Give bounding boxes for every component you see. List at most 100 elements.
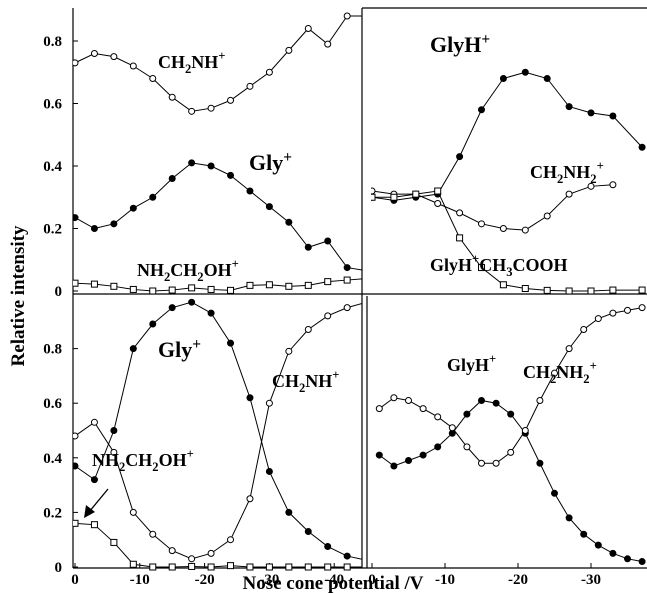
- data-point: [110, 448, 118, 456]
- series-line: [371, 71, 643, 201]
- data-point: [390, 193, 398, 201]
- data-point: [412, 190, 420, 198]
- x-tick-label: -40: [324, 572, 344, 588]
- x-tick-label: -20: [508, 572, 528, 588]
- data-point: [227, 536, 235, 544]
- data-point: [90, 225, 98, 232]
- y-tick-label: 0.8: [43, 34, 62, 50]
- data-point: [343, 552, 351, 560]
- data-point: [73, 462, 79, 470]
- data-point: [324, 543, 332, 551]
- data-point: [521, 427, 529, 434]
- data-point: [324, 237, 332, 245]
- panel-bottom-left: [73, 298, 362, 571]
- data-point: [265, 467, 273, 475]
- data-point: [149, 287, 157, 295]
- data-point: [304, 563, 312, 571]
- data-point: [638, 558, 646, 566]
- data-point: [624, 306, 631, 314]
- data-point: [207, 162, 215, 170]
- data-point: [565, 514, 573, 522]
- x-tick-label: 0: [368, 572, 376, 588]
- data-point: [168, 304, 176, 312]
- data-point: [73, 519, 79, 527]
- data-point: [188, 298, 196, 306]
- data-point: [110, 282, 118, 290]
- data-point: [434, 443, 442, 451]
- series-line: [74, 302, 362, 560]
- data-point: [521, 226, 529, 234]
- series-label: GlyH+: [447, 352, 496, 375]
- y-axis-title: Relative intensity: [8, 225, 29, 366]
- x-tick-label: -30: [259, 572, 279, 588]
- data-point: [343, 304, 351, 312]
- data-point: [129, 62, 137, 70]
- data-point: [390, 462, 398, 470]
- data-point: [536, 396, 544, 404]
- series-label: CH2NH+: [158, 49, 225, 76]
- panel-top-right: [371, 68, 646, 295]
- data-point: [168, 547, 176, 555]
- series-label: NH2CH2OH+: [137, 257, 239, 284]
- series-label: GlyH+: [430, 31, 490, 57]
- series-label: CH2NH2+: [523, 359, 597, 386]
- data-point: [207, 285, 215, 293]
- data-point: [188, 107, 196, 115]
- data-point: [405, 457, 412, 465]
- data-point: [207, 309, 215, 317]
- data-point: [609, 181, 617, 189]
- data-point: [73, 59, 79, 67]
- series-line: [379, 399, 643, 563]
- data-point: [390, 394, 398, 402]
- data-point: [129, 508, 137, 516]
- y-tick-label: 0.2: [43, 222, 62, 238]
- data-point: [285, 282, 293, 290]
- data-point: [207, 563, 215, 571]
- data-point: [227, 286, 235, 294]
- data-point: [507, 448, 515, 456]
- data-point: [110, 427, 118, 434]
- data-point: [375, 405, 383, 413]
- data-point: [149, 530, 157, 538]
- data-point: [587, 287, 595, 295]
- data-point: [551, 369, 558, 377]
- data-point: [188, 562, 196, 570]
- annotation-arrow: [84, 488, 109, 518]
- y-tick-label: 0.8: [43, 342, 62, 358]
- data-point: [265, 563, 273, 571]
- data-point: [90, 50, 98, 57]
- data-point: [285, 508, 293, 516]
- data-point: [168, 286, 176, 294]
- data-point: [188, 555, 196, 563]
- y-tick-label: 0.6: [43, 396, 62, 412]
- data-point: [419, 405, 427, 413]
- data-point: [90, 280, 98, 288]
- data-point: [638, 143, 646, 151]
- data-point: [149, 75, 157, 82]
- series-label: CH2NH2+: [530, 159, 604, 186]
- data-point: [246, 82, 254, 90]
- data-point: [73, 279, 79, 287]
- x-tick-label: -10: [435, 572, 455, 588]
- data-point: [499, 281, 507, 289]
- data-point: [565, 103, 573, 111]
- data-point: [207, 104, 215, 112]
- data-point: [168, 175, 176, 182]
- data-point: [168, 93, 176, 101]
- data-point: [149, 320, 157, 328]
- series-line: [74, 522, 362, 568]
- data-point: [609, 309, 617, 317]
- data-point: [129, 560, 137, 568]
- data-point: [265, 281, 273, 289]
- data-point: [246, 281, 254, 289]
- data-point: [543, 212, 551, 220]
- data-point: [343, 264, 351, 272]
- x-tick-label: 0: [71, 572, 79, 588]
- x-axis-ticks: 0 -10 -20 -30 -40 0 -10 -20 -30: [71, 563, 601, 588]
- data-point: [492, 459, 500, 467]
- data-point: [364, 268, 370, 274]
- data-point: [110, 538, 118, 546]
- data-point: [587, 182, 595, 190]
- data-point: [304, 325, 312, 333]
- data-point: [609, 112, 617, 120]
